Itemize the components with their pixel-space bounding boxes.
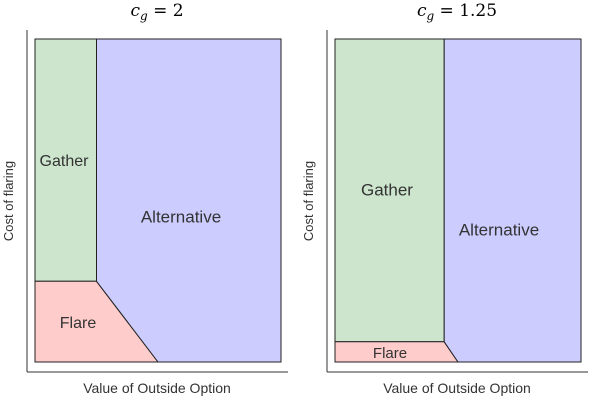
region-label-alternative: Alternative	[459, 220, 539, 239]
region-label-gather: Gather	[361, 180, 413, 199]
region-label-flare: Flare	[60, 315, 97, 332]
region-label-alternative: Alternative	[141, 207, 221, 226]
panel-1-xlabel: Value of Outside Option	[83, 380, 231, 396]
panel-1-ylabel: Cost of flaring	[1, 161, 16, 241]
panel-2-title: cg = 1.25	[417, 1, 497, 23]
title-variable: c	[417, 1, 427, 21]
title-value: = 1.25	[434, 1, 497, 21]
title-value: = 2	[148, 1, 184, 21]
title-variable: c	[130, 1, 140, 21]
panel-2-regions: Gather Flare Alternative	[335, 39, 581, 362]
panel-1-title: cg = 2	[130, 1, 183, 23]
region-alternative	[97, 39, 282, 362]
panel-2: cg = 1.25 Gather Flare Alternative Value o…	[301, 1, 588, 396]
region-label-gather: Gather	[40, 153, 90, 170]
panel-2-ylabel: Cost of flaring	[301, 161, 316, 241]
panel-2-xlabel: Value of Outside Option	[383, 380, 531, 396]
panel-1-regions: Gather Flare Alternative	[35, 39, 281, 362]
panel-1: cg = 2 Gather Flare Alternative Value of O…	[1, 1, 288, 396]
region-alternative	[444, 39, 581, 362]
region-label-flare: Flare	[373, 345, 407, 362]
